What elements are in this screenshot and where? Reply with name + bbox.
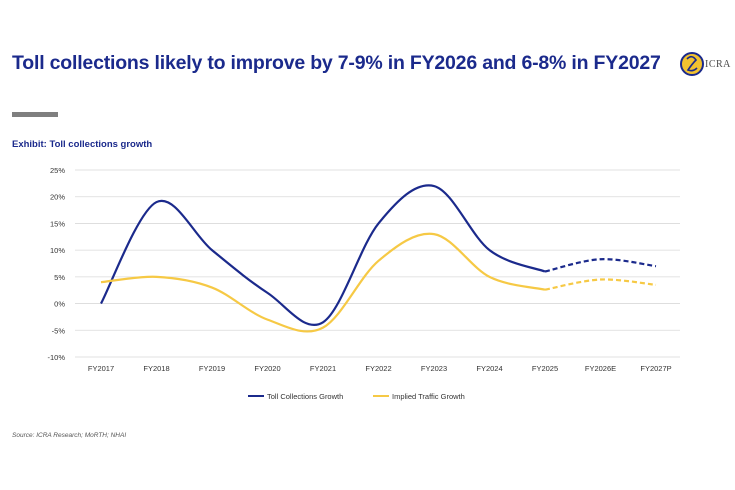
y-tick-label: 25% <box>50 166 65 175</box>
implied-traffic-line-projected <box>544 278 657 291</box>
source-note: Source: ICRA Research; MoRTH; NHAI <box>12 432 127 439</box>
icra-logo <box>680 52 704 76</box>
implied-traffic-legend-label: Implied Traffic Growth <box>392 392 465 401</box>
logo-text: ICRA <box>705 59 731 70</box>
toll-collections-line-actual <box>100 184 546 326</box>
x-tick-label: FY2025 <box>532 364 558 373</box>
x-tick-label: FY2027P <box>640 364 671 373</box>
x-tick-label: FY2018 <box>143 364 169 373</box>
y-tick-label: 10% <box>50 246 65 255</box>
toll-collections-legend-label: Toll Collections Growth <box>267 392 343 401</box>
y-tick-label: -10% <box>47 353 65 362</box>
toll-growth-chart: 25% 20% 15% 10% 5% 0% -5% -10% FY2017 FY2018 FY20… <box>47 166 680 401</box>
x-tick-label: FY2024 <box>476 364 502 373</box>
y-tick-label: -5% <box>52 326 66 335</box>
y-tick-label: 5% <box>54 273 65 282</box>
x-tick-label: FY2019 <box>199 364 225 373</box>
x-tick-label: FY2017 <box>88 364 114 373</box>
title-divider <box>12 112 58 117</box>
y-tick-label: 15% <box>50 219 65 228</box>
page-title: Toll collections likely to improve by 7-… <box>12 52 661 74</box>
toll-collections-line-projected <box>544 258 657 273</box>
x-tick-label: FY2021 <box>310 364 336 373</box>
x-tick-label: FY2023 <box>421 364 447 373</box>
y-tick-label: 20% <box>50 193 65 202</box>
implied-traffic-line-actual <box>100 232 546 333</box>
exhibit-title: Exhibit: Toll collections growth <box>12 139 153 150</box>
y-tick-label: 0% <box>54 300 65 309</box>
x-tick-label: FY2026E <box>585 364 616 373</box>
x-tick-label: FY2022 <box>365 364 391 373</box>
x-tick-label: FY2020 <box>254 364 280 373</box>
